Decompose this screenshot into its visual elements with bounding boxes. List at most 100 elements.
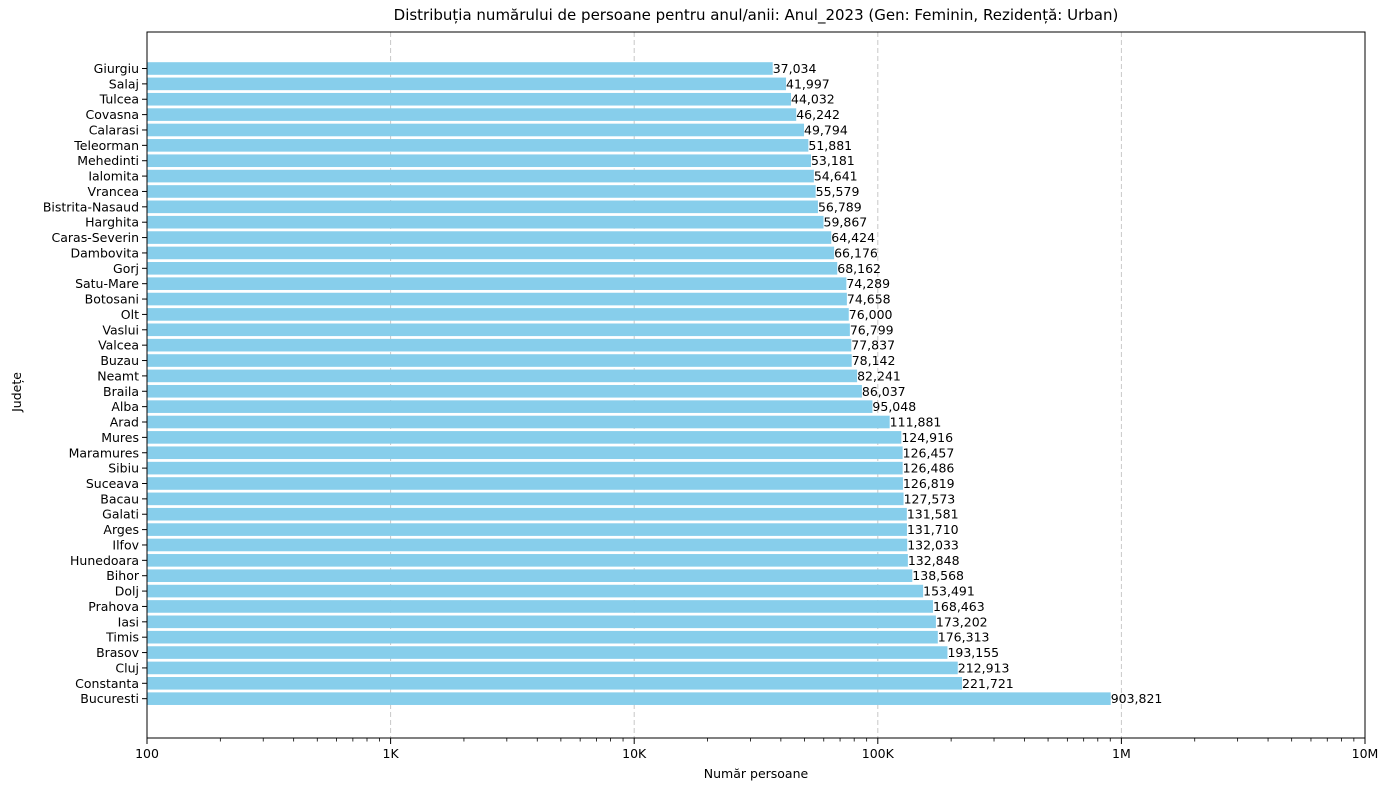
category-label: Hunedoara (70, 553, 139, 568)
data-label: 127,573 (904, 491, 956, 506)
bar (147, 246, 835, 260)
data-label: 77,837 (851, 338, 895, 353)
data-label: 126,486 (903, 461, 955, 476)
data-label: 131,581 (907, 507, 959, 522)
data-label: 44,032 (791, 92, 835, 107)
bar (147, 677, 963, 690)
chart-title: Distribuția numărului de persoane pentru… (394, 6, 1119, 25)
bar (147, 308, 849, 321)
category-label: Dambovita (71, 245, 139, 260)
data-label: 176,313 (938, 630, 990, 645)
x-tick-label: 10K (622, 746, 647, 761)
category-labels: GiurgiuSalajTulceaCovasnaCalarasiTeleorm… (43, 61, 147, 706)
data-label: 126,819 (903, 476, 955, 491)
data-label: 76,000 (849, 307, 893, 322)
category-label: Bihor (106, 568, 140, 583)
bar (147, 492, 904, 506)
bar (147, 646, 948, 659)
bar (147, 139, 809, 152)
bar (147, 323, 850, 337)
bar (147, 461, 903, 475)
bar (147, 262, 838, 275)
category-label: Brasov (96, 645, 140, 660)
bar (147, 446, 903, 460)
category-label: Mures (101, 430, 139, 445)
bar (147, 62, 773, 75)
category-label: Constanta (75, 676, 139, 691)
data-label: 221,721 (962, 676, 1014, 691)
bar (147, 215, 824, 229)
bar (147, 630, 938, 644)
x-tick-label: 1M (1112, 746, 1131, 761)
category-label: Bacau (100, 491, 139, 506)
value-labels: 37,03441,99744,03246,24249,79451,88153,1… (773, 61, 1163, 706)
bar (147, 384, 862, 398)
data-label: 132,033 (907, 537, 959, 552)
bar (147, 415, 890, 429)
category-label: Salaj (109, 76, 139, 91)
category-label: Tulcea (99, 92, 139, 107)
plot-frame (146, 31, 1366, 739)
data-label: 138,568 (912, 568, 964, 583)
bar (147, 507, 907, 521)
bar (147, 169, 814, 183)
bar (147, 123, 805, 137)
bar (147, 369, 858, 383)
category-label: Braila (103, 384, 139, 399)
data-label: 212,913 (958, 660, 1010, 675)
bar (147, 477, 903, 490)
bar (147, 231, 832, 244)
data-label: 59,867 (824, 215, 868, 230)
x-tick-label: 100 (135, 746, 159, 761)
data-label: 66,176 (834, 245, 878, 260)
category-label: Botosani (85, 292, 139, 307)
category-label: Gorj (113, 261, 139, 276)
x-tick-label: 10M (1352, 746, 1379, 761)
bar (147, 615, 936, 629)
bar (147, 277, 847, 290)
data-label: 131,710 (907, 522, 959, 537)
category-label: Arad (110, 415, 139, 430)
data-label: 173,202 (936, 614, 988, 629)
data-label: 78,142 (852, 353, 896, 368)
data-label: 41,997 (786, 76, 830, 91)
category-label: Valcea (98, 338, 139, 353)
category-label: Timis (105, 630, 139, 645)
data-label: 56,789 (818, 199, 862, 214)
bar (147, 200, 818, 214)
data-label: 126,457 (903, 445, 955, 460)
category-label: Satu-Mare (75, 276, 139, 291)
y-axis-label: Județe (9, 372, 24, 413)
bars (147, 62, 1111, 705)
bar (147, 692, 1111, 705)
data-label: 74,289 (846, 276, 890, 291)
data-label: 55,579 (816, 184, 860, 199)
data-label: 111,881 (890, 415, 942, 430)
bar (147, 600, 933, 613)
x-axis-ticks: 100 1K 10K 100K 1M 10M (135, 738, 1378, 761)
category-label: Vaslui (102, 322, 139, 337)
x-axis-label: Număr persoane (704, 766, 809, 781)
data-label: 54,641 (814, 169, 858, 184)
bar (147, 538, 908, 552)
data-label: 82,241 (857, 368, 901, 383)
category-label: Dolj (115, 584, 139, 599)
category-label: Olt (121, 307, 139, 322)
data-label: 49,794 (804, 122, 848, 137)
category-label: Bistrita-Nasaud (43, 199, 139, 214)
bar (147, 584, 924, 598)
category-label: Calarasi (89, 122, 139, 137)
data-label: 168,463 (933, 599, 985, 614)
category-label: Alba (111, 399, 139, 414)
data-label: 153,491 (923, 584, 975, 599)
bar (147, 354, 852, 367)
bar (147, 185, 816, 198)
data-label: 95,048 (872, 399, 916, 414)
x-tick-label: 1K (383, 746, 400, 761)
category-label: Vrancea (88, 184, 140, 199)
data-label: 74,658 (847, 292, 891, 307)
category-label: Sibiu (108, 461, 139, 476)
bar (147, 92, 792, 106)
bar (147, 661, 958, 675)
